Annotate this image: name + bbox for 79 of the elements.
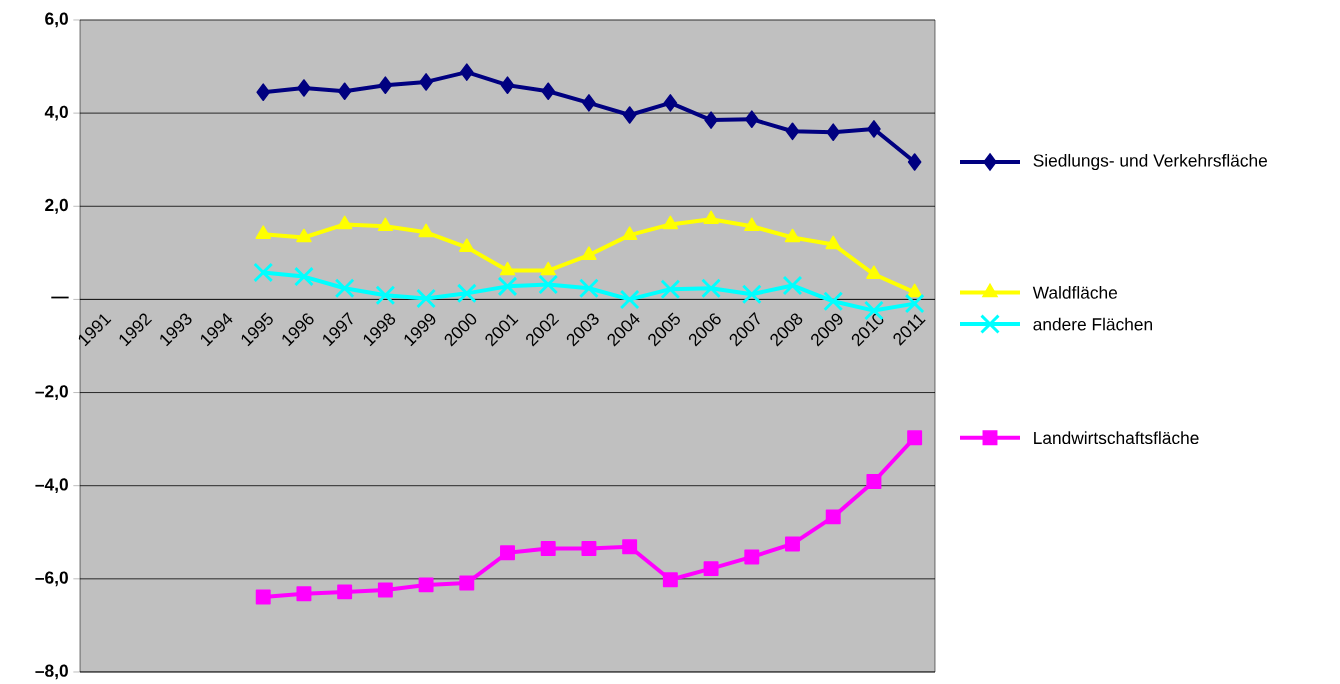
point [826, 123, 841, 142]
point [377, 582, 393, 598]
point [581, 246, 597, 260]
point [296, 586, 312, 602]
point [906, 283, 923, 298]
point [621, 226, 638, 240]
point [866, 474, 882, 489]
point [744, 110, 759, 128]
point [459, 238, 475, 253]
y-tick-label: 6,0 [45, 12, 68, 28]
y-tick-label: –8,0 [35, 664, 68, 680]
point [622, 539, 638, 555]
point [582, 94, 596, 112]
point [459, 63, 474, 81]
point [500, 545, 515, 561]
point [867, 120, 881, 138]
point [297, 79, 311, 97]
y-tick-label: –2,0 [35, 385, 68, 400]
point [377, 217, 394, 232]
point [375, 285, 395, 305]
point [378, 76, 393, 94]
y-tick-label: 2,0 [45, 198, 68, 214]
point [499, 261, 516, 276]
point [620, 289, 640, 309]
point [907, 153, 922, 171]
point [337, 584, 353, 600]
point [622, 106, 637, 124]
point [255, 589, 271, 605]
point [662, 215, 679, 230]
legend-label: andere Flächen [1033, 317, 1152, 331]
point [905, 294, 925, 314]
point [416, 288, 436, 308]
point [457, 283, 477, 303]
point [742, 284, 762, 304]
point [538, 275, 558, 295]
point [785, 122, 800, 141]
point [294, 267, 314, 287]
point [784, 228, 801, 243]
point [498, 276, 518, 296]
legend-label: Siedlungs- und Verkehrsfläche [1033, 153, 1268, 171]
point [866, 265, 882, 280]
point [255, 225, 271, 240]
point [581, 541, 597, 557]
y-tick-label: –4,0 [35, 478, 68, 494]
point [540, 541, 556, 557]
point [418, 577, 434, 593]
legend-label: Waldfläche [1032, 286, 1118, 299]
point [418, 223, 434, 238]
point [703, 561, 719, 577]
point [663, 94, 678, 112]
point [825, 509, 841, 525]
point [335, 278, 355, 298]
point [253, 262, 273, 282]
point [419, 73, 433, 91]
point [744, 217, 760, 232]
point [907, 430, 923, 446]
point [704, 111, 718, 129]
point [500, 76, 515, 94]
y-tick-label: — [51, 296, 69, 299]
point [703, 210, 719, 225]
point [825, 235, 841, 250]
point [541, 82, 556, 101]
point [540, 261, 556, 276]
point [783, 275, 803, 295]
point [337, 82, 352, 101]
point [336, 215, 353, 230]
point [296, 228, 312, 243]
point [256, 83, 271, 101]
point [579, 278, 599, 298]
point [785, 536, 800, 552]
point [660, 279, 680, 299]
point [823, 291, 843, 311]
point [459, 575, 475, 591]
point [701, 278, 721, 298]
y-tick-label: 4,0 [44, 105, 68, 121]
point [744, 549, 760, 565]
legend-label: Landwirtschaftsfläche [1034, 431, 1199, 445]
point [662, 572, 678, 588]
y-tick-label: –6,0 [35, 571, 68, 587]
